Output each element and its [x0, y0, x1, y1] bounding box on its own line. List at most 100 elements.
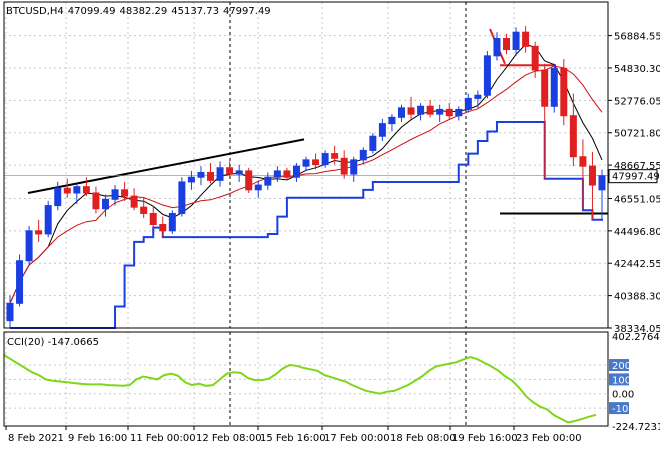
last-price-label: 47997.49: [612, 172, 660, 183]
candle-up: [101, 198, 109, 210]
price-tick-label: 52776.05: [614, 96, 660, 107]
candle-up: [254, 184, 262, 191]
candle-up: [44, 205, 52, 235]
cci-panel: [3, 354, 608, 424]
candle-up: [598, 175, 606, 191]
cci-line: [3, 354, 597, 424]
candle-up: [464, 97, 472, 110]
candle-down: [35, 230, 43, 235]
candle-down: [569, 115, 577, 158]
candle-up: [388, 116, 396, 125]
candle-up: [25, 230, 33, 262]
cci-scale-label: 0.00: [612, 390, 634, 401]
time-tick-label: 17 Feb 00:00: [324, 433, 390, 444]
candle-down: [522, 31, 530, 47]
candle-down: [331, 153, 339, 159]
price-tick-label: 44496.80: [614, 227, 660, 238]
candle-up: [350, 159, 358, 175]
time-tick-label: 18 Feb 08:00: [390, 433, 456, 444]
candle-down: [426, 105, 434, 115]
time-tick-label: 11 Feb 00:00: [130, 433, 196, 444]
candle-up: [483, 55, 491, 96]
candle-up: [168, 212, 176, 232]
candle-up: [111, 189, 119, 200]
rising-trendline: [27, 138, 305, 194]
candle-up: [359, 149, 367, 161]
candle-down: [130, 195, 138, 208]
candle-down: [63, 187, 71, 194]
candle-up: [54, 187, 62, 207]
candle-up: [321, 153, 329, 166]
candle-up: [397, 107, 405, 118]
candle-up: [512, 31, 520, 51]
candle-up: [493, 37, 501, 57]
cci-scale-label: 100: [612, 375, 631, 386]
cci-scale-label: 402.2764: [612, 332, 660, 343]
cci-level-box: [609, 402, 629, 415]
candle-down: [579, 156, 587, 167]
time-tick-label: 12 Feb 08:00: [196, 433, 262, 444]
candle-up: [292, 165, 300, 178]
candle-up: [73, 186, 81, 194]
cci-label: CCI(20) -147.0665: [7, 337, 99, 348]
price-tick-label: 38334.05: [614, 324, 660, 335]
candle-down: [503, 37, 511, 51]
candle-down: [121, 189, 129, 197]
time-tick-label: 8 Feb 2021: [8, 433, 64, 444]
candle-down: [407, 107, 415, 115]
candle-up: [197, 171, 205, 178]
cci-scale-label: -100: [612, 404, 635, 415]
candle-up: [178, 181, 186, 214]
candle-up: [474, 94, 482, 99]
candle-up: [216, 167, 224, 181]
blue-stop-line: [10, 121, 603, 330]
price-tick-label: 46551.05: [614, 194, 660, 205]
time-tick-label: 9 Feb 16:00: [68, 433, 127, 444]
price-tick-label: 48667.55: [614, 161, 660, 172]
price-tick-label: 56884.55: [614, 32, 660, 43]
candle-up: [6, 302, 14, 322]
cci-level-box: [609, 373, 629, 386]
candle-up: [302, 159, 310, 167]
candle-up: [378, 123, 386, 137]
time-tick-label: 15 Feb 16:00: [260, 433, 326, 444]
price-tick-label: 40388.30: [614, 292, 660, 303]
price-tick-label: 54830.30: [614, 64, 660, 75]
candle-down: [283, 170, 291, 178]
price-tick-label: 42442.55: [614, 259, 660, 270]
candle-up: [273, 170, 281, 178]
candle-up: [417, 105, 425, 115]
cci-frame: [3, 331, 609, 427]
candle-down: [159, 223, 167, 232]
candle-up: [264, 176, 272, 186]
candle-down: [82, 186, 90, 194]
candle-up: [455, 108, 463, 117]
axes: 56884.55 54830.30 52776.05 50721.80 48667.55…: [3, 1, 660, 444]
candle-up: [16, 260, 24, 304]
candle-down: [140, 206, 148, 214]
candle-up: [369, 135, 377, 151]
candle-down: [245, 170, 253, 191]
symbol-header: BTCUSD,H4 47099.49 48382.29 45137.73 47997.4…: [6, 6, 271, 17]
candle-up: [235, 170, 243, 175]
last-price-box: [608, 169, 658, 184]
candle-down: [312, 159, 320, 166]
candle-down: [541, 69, 549, 107]
candle-down: [560, 67, 568, 117]
candle-down: [531, 45, 539, 71]
candle-up: [436, 108, 444, 115]
candle-up: [187, 176, 195, 183]
candle-down: [588, 165, 596, 186]
candles: [6, 25, 606, 329]
price-tick-label: 50721.80: [614, 129, 660, 140]
candle-down: [207, 171, 215, 181]
candle-down: [340, 157, 348, 175]
cci-scale-label: -224.7231: [612, 422, 660, 433]
candle-down: [445, 108, 453, 117]
candle-down: [149, 212, 157, 225]
cci-scale-label: 200: [612, 361, 631, 372]
candle-up: [550, 67, 558, 107]
candle-down: [226, 167, 234, 175]
